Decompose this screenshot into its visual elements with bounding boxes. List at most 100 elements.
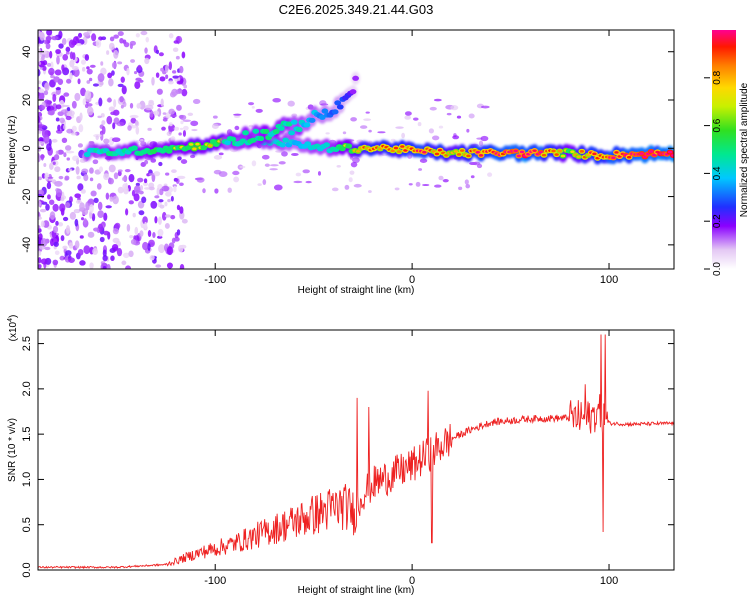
noise-blob — [233, 176, 240, 183]
noise-blob — [38, 225, 41, 229]
noise-blob — [325, 132, 330, 135]
noise-blob — [480, 135, 489, 142]
noise-blob — [255, 108, 263, 113]
noise-blob — [110, 255, 115, 262]
noise-blob — [50, 61, 54, 70]
noise-blob — [80, 189, 86, 194]
noise-blob — [106, 50, 110, 55]
noise-blob — [62, 216, 69, 222]
noise-blob — [180, 159, 188, 164]
noise-blob — [128, 174, 135, 183]
noise-blob — [82, 98, 87, 106]
noise-blob — [62, 124, 67, 130]
noise-blob — [101, 125, 106, 135]
noise-blob — [53, 241, 59, 247]
noise-blob — [105, 192, 110, 200]
noise-blob — [164, 64, 169, 73]
noise-blob — [52, 161, 56, 165]
noise-blob — [134, 81, 141, 90]
noise-blob — [69, 51, 74, 60]
noise-blob — [161, 185, 170, 192]
noise-blob — [179, 114, 187, 120]
ridge-blob — [295, 126, 303, 133]
noise-blob — [103, 173, 110, 181]
noise-blob — [413, 117, 419, 121]
noise-blob — [177, 156, 182, 161]
noise-blob — [86, 103, 93, 107]
noise-blob — [80, 217, 85, 221]
noise-blob — [66, 106, 71, 112]
noise-blob — [101, 36, 107, 41]
ridge-peak — [437, 148, 443, 152]
ridge-blob — [321, 108, 329, 114]
colorbar-ticks: 0.0 0.2 0.4 0.6 0.8 — [704, 70, 723, 276]
noise-blob — [96, 183, 102, 190]
noise-blob — [80, 87, 86, 97]
noise-blob — [77, 183, 84, 191]
noise-blob — [158, 199, 164, 203]
y-tick-label: 20 — [21, 94, 33, 106]
noise-blob — [251, 160, 257, 167]
noise-blob — [79, 235, 84, 239]
x-tick-label: 0 — [409, 575, 415, 587]
noise-blob — [129, 102, 134, 109]
noise-blob — [365, 111, 370, 114]
noise-blob — [450, 105, 459, 111]
noise-blob — [44, 83, 49, 89]
noise-blob — [60, 197, 65, 202]
noise-blob — [278, 161, 286, 165]
noise-blob — [137, 64, 142, 71]
noise-blob — [211, 123, 219, 129]
noise-blob — [108, 164, 116, 173]
noise-blob — [111, 70, 115, 76]
noise-blob — [349, 170, 355, 175]
noise-blob — [122, 101, 127, 108]
noise-blob — [171, 70, 177, 74]
ridge-peak — [400, 145, 405, 148]
noise-blob — [108, 177, 114, 185]
snr-ticks: -100 0 100 0.0 0.5 1.0 1.5 2.0 2.5 — [21, 330, 674, 587]
noise-blob — [390, 138, 396, 142]
noise-blob — [38, 146, 42, 152]
noise-blob — [69, 211, 77, 220]
noise-blob — [54, 250, 60, 256]
noise-blob — [46, 62, 52, 67]
noise-blob — [109, 36, 115, 42]
x-tick-label: -100 — [204, 274, 226, 286]
y-tick-label: 0 — [21, 145, 33, 151]
noise-blob — [145, 36, 150, 43]
noise-blob — [47, 176, 54, 179]
noise-blob — [60, 235, 65, 242]
noise-blob — [117, 61, 123, 65]
noise-blob — [40, 258, 48, 265]
noise-blob — [164, 214, 171, 218]
noise-blob — [60, 109, 68, 115]
noise-blob — [61, 104, 70, 108]
ridge-peak — [459, 149, 465, 152]
noise-blob — [77, 78, 81, 85]
noise-blob — [148, 186, 155, 191]
y-tick-label: 2.5 — [21, 336, 33, 351]
noise-blob — [429, 106, 437, 111]
ridge-blob — [277, 125, 285, 131]
noise-blob — [353, 183, 362, 188]
noise-blob — [38, 68, 41, 77]
ridge-blob — [334, 100, 342, 106]
noise-blob — [133, 193, 140, 202]
ridge-blob — [282, 137, 290, 143]
noise-blob — [74, 92, 81, 102]
noise-blob — [81, 168, 89, 174]
noise-blob — [108, 106, 115, 112]
noise-blob — [66, 78, 72, 84]
noise-blob — [74, 208, 79, 213]
noise-blob — [87, 200, 92, 204]
noise-blob — [40, 238, 48, 247]
ridge-blob — [323, 142, 331, 148]
ridge-peak — [195, 142, 200, 146]
noise-blob — [40, 154, 44, 161]
noise-blob — [158, 161, 163, 167]
noise-blob — [73, 68, 80, 77]
noise-blob — [344, 184, 350, 190]
ridge-peak — [652, 153, 657, 157]
noise-blob — [214, 188, 219, 194]
